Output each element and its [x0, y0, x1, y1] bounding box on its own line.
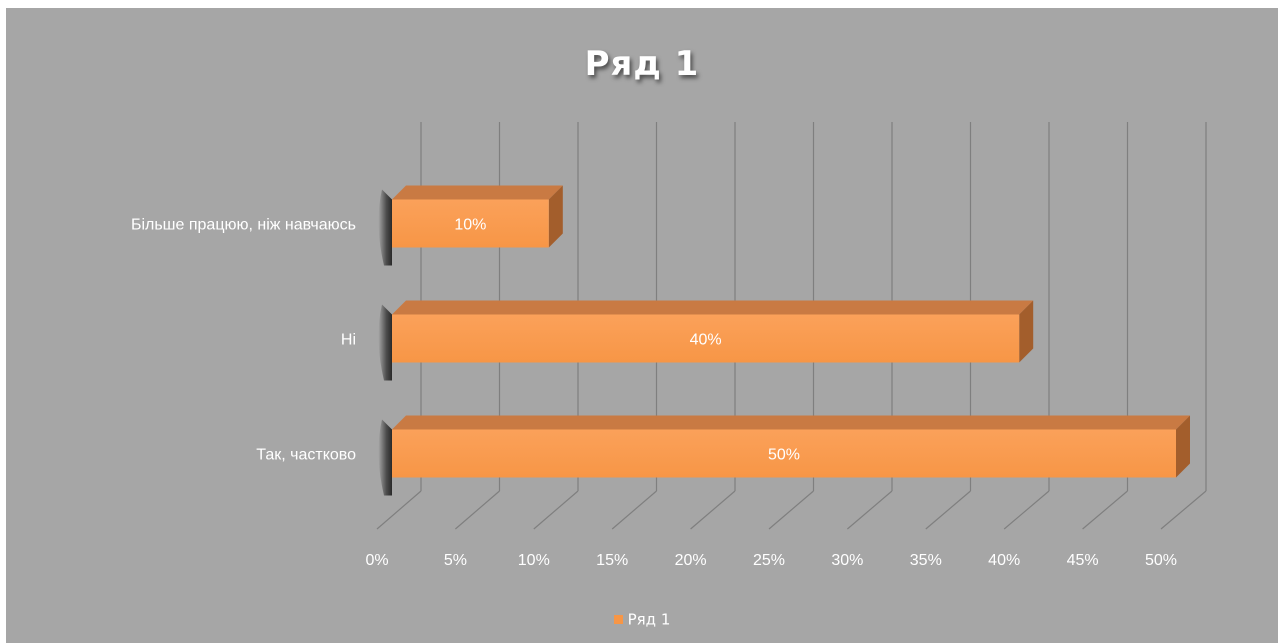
chart-area: Ряд 1 0% 5% 10% 15% 20% 25% 30% 35% 40% 45% 50% 10%… [6, 8, 1278, 643]
x-tick-label: 50% [1145, 552, 1177, 569]
category-label: Більше працюю, ніж навчаюсь [131, 217, 356, 234]
bar-shadow [378, 304, 392, 381]
bar-side-face [1019, 300, 1034, 363]
x-tick-label: 0% [365, 552, 388, 569]
data-label: 40% [690, 332, 722, 349]
gridline-floor [690, 490, 736, 530]
x-tick-label: 10% [518, 552, 550, 569]
x-tick-label: 20% [675, 552, 707, 569]
bar-top-face [392, 185, 563, 200]
x-tick-label: 40% [988, 552, 1020, 569]
gridline-floor [768, 490, 814, 530]
x-tick-label: 35% [910, 552, 942, 569]
plot-area: 0% 5% 10% 15% 20% 25% 30% 35% 40% 45% 50% 10% Більше… [131, 122, 1207, 569]
x-tick-label: 15% [596, 552, 628, 569]
gridline-floor [533, 490, 579, 530]
x-tick-label: 25% [753, 552, 785, 569]
bar-shadow [378, 189, 392, 266]
gridline-floor [1160, 490, 1207, 530]
legend-label: Ряд 1 [627, 610, 671, 629]
bar [392, 314, 1020, 363]
legend: Ряд 1 [6, 610, 1278, 629]
gridline-floor [611, 490, 657, 530]
x-tick-label: 5% [444, 552, 467, 569]
bar [392, 199, 549, 248]
gridline-floor [376, 490, 422, 530]
gridline-floor [455, 490, 500, 530]
data-label: 10% [454, 217, 486, 234]
bar-side-face [1176, 415, 1190, 478]
legend-swatch [613, 615, 623, 624]
gridline-floor [1082, 490, 1128, 530]
x-tick-label: 30% [831, 552, 863, 569]
category-label: Ні [341, 332, 356, 349]
chart-title: Ряд 1 [584, 44, 700, 84]
bar-side-face [548, 185, 563, 248]
gridline-floor [847, 490, 893, 530]
bar-shadow [378, 419, 392, 496]
bar-top-face [392, 300, 1034, 315]
data-label: 50% [768, 447, 800, 464]
x-tick-label: 45% [1067, 552, 1099, 569]
gridline-floor [1003, 490, 1050, 530]
gridline-floor [925, 490, 971, 530]
bar [392, 429, 1176, 478]
bar-top-face [392, 415, 1190, 430]
category-label: Так, частково [256, 447, 356, 464]
